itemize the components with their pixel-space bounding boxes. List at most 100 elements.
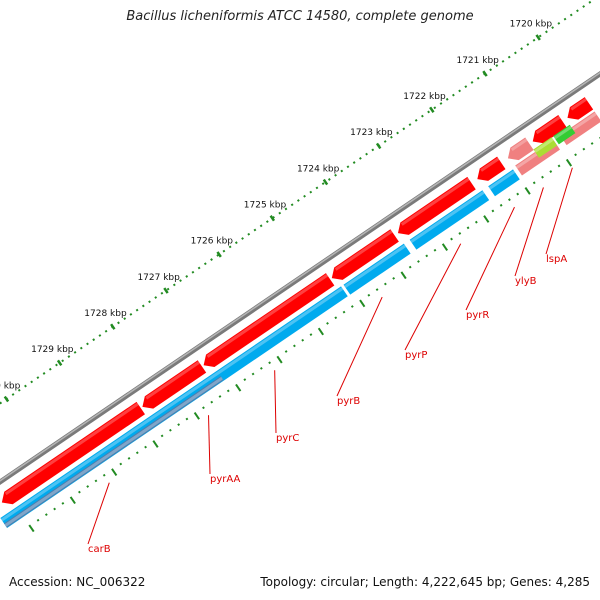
inner-tick [193,411,200,420]
outer-tick-minor [576,9,579,13]
outer-tick-minor [396,131,399,135]
outer-tick-major [482,70,488,77]
outer-tick-major [110,323,116,330]
outer-tick-major [163,287,169,294]
leader-pyrAA [208,415,211,475]
cds-pyrC-shade [206,273,329,358]
inner-tick [375,288,379,292]
outer-tick-minor [439,102,443,105]
inner-tick [499,203,503,207]
inner-tick [160,434,164,438]
inner-tick [69,496,76,505]
outer-tick-minor [203,262,207,266]
kbp-tick-label: 1723 kbp [350,128,393,138]
inner-tick [259,366,263,370]
accession-label: Accession: NC_006322 [9,575,146,589]
similarity-block-lime-body [533,137,558,158]
inner-tick [168,428,172,432]
kbp-tick-label: 1728 kbp [84,309,127,319]
outer-tick-minor [569,13,573,17]
outer-tick-major [322,178,329,186]
outer-tick-minor [30,380,34,384]
inner-tick [268,361,272,365]
outer-tick-minor [334,173,337,177]
backbone-highlight [0,71,600,482]
similarity-block-green-body [553,124,576,145]
inner-tick [119,462,123,466]
inner-tick [28,524,35,533]
outer-tick-minor [315,186,319,190]
cds-ylyB [507,137,534,161]
inner-tick [135,451,139,455]
inner-tick [111,468,118,476]
outer-tick-minor [452,93,455,97]
inner-tick [284,350,288,353]
inner-tick [226,389,230,393]
outer-tick-minor [520,47,524,51]
outer-tick-minor [172,283,176,287]
cds-pyrC-body [203,273,335,368]
outer-tick-minor [458,89,461,93]
outer-tick-minor [358,156,362,160]
inner-tick [317,327,324,336]
outer-tick-minor [11,393,15,396]
inner-tick [326,322,329,325]
outer-tick-minor [55,363,58,367]
outer-tick-minor [247,232,251,236]
outer-tick-minor [303,194,306,198]
inner-tick [549,170,553,173]
outer-tick-minor [551,26,555,29]
outer-tick-major [3,395,10,403]
blast-hit-3-shade [410,191,485,244]
outer-tick-minor [321,182,325,186]
outer-tick-minor [495,64,499,67]
outer-tick-minor [284,207,288,211]
inner-tick [127,456,131,460]
inner-tick [450,237,453,241]
outer-tick-minor [309,190,313,194]
blast-hit-4-shade [488,170,516,190]
inner-tick [350,305,354,308]
cds-next [567,97,594,120]
outer-tick-minor [327,178,331,181]
outer-tick-major [216,251,222,258]
cds-next-body [567,97,594,120]
blast-hit-4 [488,169,520,197]
outer-tick-minor [154,296,158,299]
outer-tick-minor [532,38,536,42]
blast-hit-4-body [488,169,520,197]
gene-label-pyrR: pyrR [466,310,489,321]
gene-label-ylyB: ylyB [515,276,537,287]
outer-tick-minor [526,43,530,46]
cds-pyrB [331,229,399,280]
outer-tick-minor [185,275,189,278]
outer-tick-minor [501,59,505,63]
outer-tick-minor [61,359,65,363]
outer-tick-minor [563,17,567,21]
outer-tick-minor [421,114,424,118]
gene-label-pyrAA: pyrAA [210,474,240,485]
outer-tick-minor [148,300,151,304]
inner-tick [61,501,65,505]
kbp-tick-label: 1721 kbp [456,56,499,66]
outer-tick-minor [0,401,3,405]
inner-tick [86,485,90,488]
outer-tick-minor [17,388,21,392]
cds-lspA [532,115,567,144]
outer-tick-minor [427,110,430,114]
outer-tick-minor [234,241,238,245]
outer-tick-minor [389,135,393,139]
outer-tick-minor [73,350,77,354]
leader-pyrP [404,243,462,351]
inner-tick [53,507,56,511]
blast-hit-1-shade [0,287,344,522]
outer-tick-minor [117,321,120,325]
outer-tick-minor [228,245,232,249]
inner-tick [565,158,573,167]
outer-tick-minor [197,266,201,270]
leader-carB [87,482,110,545]
kbp-tick-label: 1730 kbp [0,381,21,391]
inner-tick [524,187,531,195]
outer-tick-minor [123,317,127,320]
